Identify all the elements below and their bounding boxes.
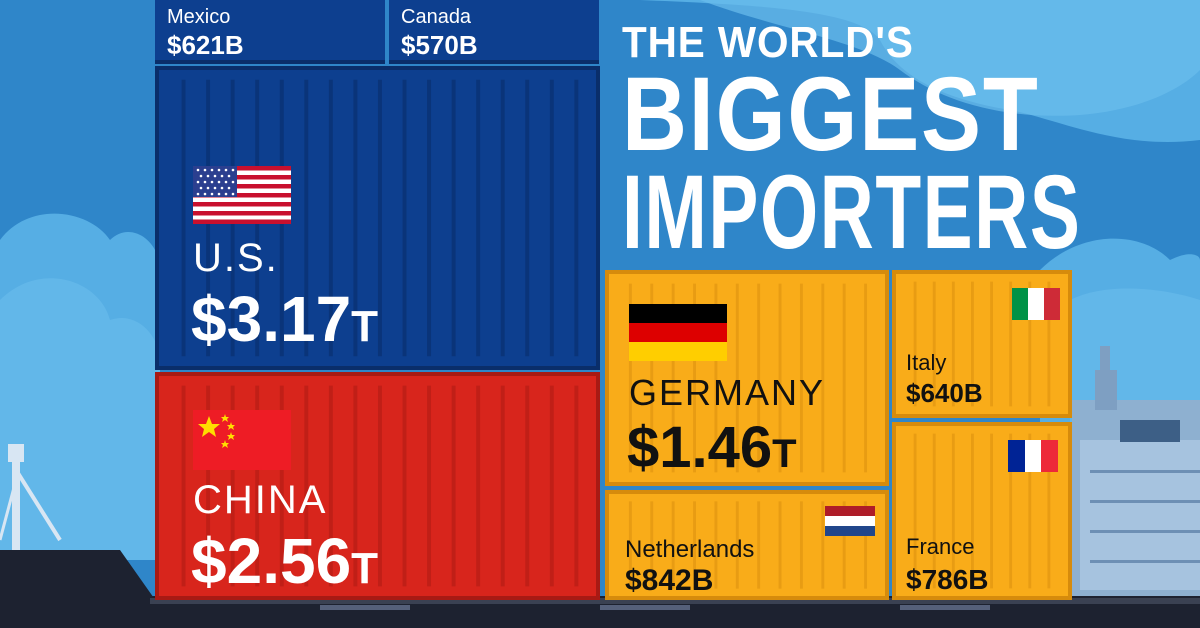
container-italy: Italy $640B (892, 270, 1072, 418)
container-us: U.S. $3.17T (155, 66, 600, 370)
headline-line-2: BIGGEST (622, 55, 1040, 174)
container-ribs (628, 501, 868, 589)
france-flag-icon (1008, 440, 1058, 472)
import-value: $2.56T (191, 524, 379, 597)
container-ribs (628, 283, 868, 473)
import-value: $3.17T (191, 282, 378, 356)
country-name: Canada (401, 6, 472, 28)
container-germany: GERMANY $1.46T (605, 270, 889, 486)
country-name: U.S. (193, 236, 279, 280)
netherlands-flag-icon (825, 506, 875, 536)
import-value: $786B (906, 564, 989, 595)
container-china: CHINA $2.56T (155, 372, 600, 600)
import-value: $640B (906, 378, 983, 408)
headline-line-3: IMPORTERS (622, 153, 1082, 272)
container-canada: Canada $570B (389, 0, 599, 64)
import-value: $621B (167, 30, 244, 60)
import-value-number: $3.17 (191, 283, 352, 355)
us-flag-icon (193, 166, 291, 224)
import-value-number: $2.56 (191, 525, 352, 597)
country-name: Mexico (167, 6, 231, 28)
container-ribs (913, 433, 1051, 589)
import-value-unit: T (351, 544, 379, 593)
container-mexico: Mexico $621B (155, 0, 385, 64)
country-name: France (906, 534, 975, 559)
country-name: GERMANY (629, 372, 826, 413)
import-value-number: $1.46 (627, 415, 773, 480)
country-name: Netherlands (625, 536, 755, 563)
italy-flag-icon (1012, 288, 1060, 320)
container-ribs (181, 79, 579, 357)
country-name: Italy (906, 350, 947, 375)
import-value: $570B (401, 30, 478, 60)
headline-line-1: THE WORLD'S (622, 18, 914, 67)
container-netherlands: Netherlands $842B (605, 490, 889, 600)
country-name: CHINA (193, 478, 328, 522)
germany-flag-icon (629, 304, 727, 361)
import-value-unit: T (351, 302, 379, 351)
container-france: France $786B (892, 422, 1072, 600)
china-flag-icon (193, 410, 291, 470)
container-ribs (181, 385, 579, 587)
import-value: $842B (625, 564, 714, 597)
import-value-unit: T (772, 432, 797, 476)
import-value: $1.46T (627, 414, 797, 481)
